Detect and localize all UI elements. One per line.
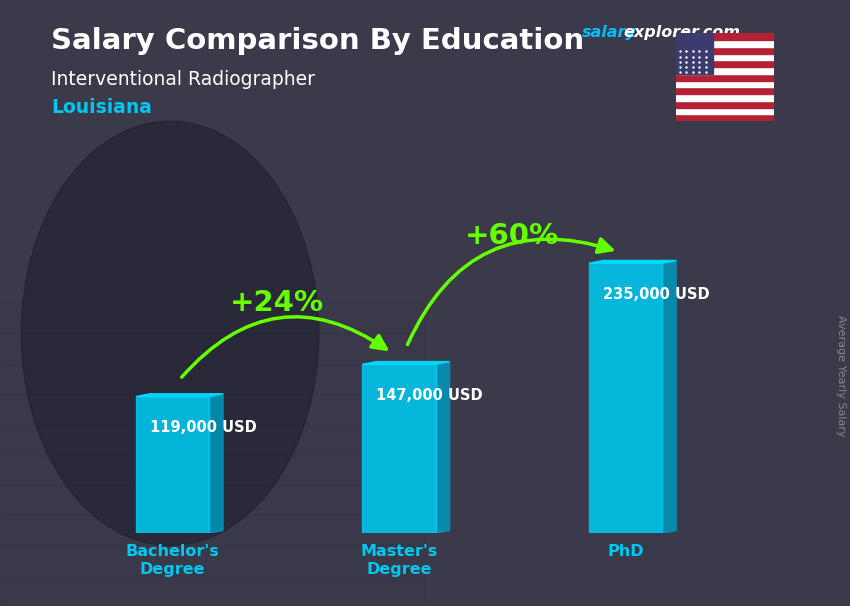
Bar [676,108,774,115]
Bar [0,212,425,242]
Bar [0,0,425,30]
Bar [676,53,774,61]
Bar [0,182,425,212]
Bar [0,121,425,152]
Bar [0,545,425,576]
Bar [676,115,774,121]
Bar [0,454,425,485]
Bar [0,394,425,424]
Bar [0,152,425,182]
Bar [676,74,774,81]
Bar [676,61,774,67]
Bar [0,242,425,273]
Bar [0,485,425,515]
Text: Louisiana: Louisiana [51,98,152,117]
Text: salary: salary [582,25,637,41]
Bar [676,33,774,40]
Text: 147,000 USD: 147,000 USD [377,388,483,402]
FancyArrowPatch shape [407,239,612,345]
Bar [0,576,425,606]
Text: +24%: +24% [230,289,324,317]
Polygon shape [589,261,676,263]
Bar [676,101,774,108]
Bar [0,61,425,91]
FancyArrowPatch shape [182,317,386,377]
Bar [0,91,425,121]
Bar [362,364,436,533]
Ellipse shape [21,121,319,545]
Bar [676,40,774,47]
Bar [589,263,662,533]
Bar [0,333,425,364]
Bar [0,303,425,333]
Polygon shape [209,394,223,533]
Bar [136,396,209,533]
Text: Interventional Radiographer: Interventional Radiographer [51,70,315,88]
Polygon shape [662,261,676,533]
Text: explorer.com: explorer.com [623,25,740,41]
Text: +60%: +60% [465,222,559,250]
Text: Salary Comparison By Education: Salary Comparison By Education [51,27,584,55]
Polygon shape [136,394,223,396]
Bar [676,81,774,87]
Bar [0,424,425,454]
Bar [676,47,774,53]
Text: Average Yearly Salary: Average Yearly Salary [836,315,846,436]
Text: 235,000 USD: 235,000 USD [603,287,710,302]
Bar [676,33,713,74]
Text: 119,000 USD: 119,000 USD [150,420,257,435]
Bar [676,94,774,101]
Bar [0,515,425,545]
Polygon shape [436,362,450,533]
Bar [0,273,425,303]
Polygon shape [362,362,450,364]
Bar [676,87,774,94]
Bar [0,364,425,394]
Bar [676,67,774,74]
Bar [0,30,425,61]
